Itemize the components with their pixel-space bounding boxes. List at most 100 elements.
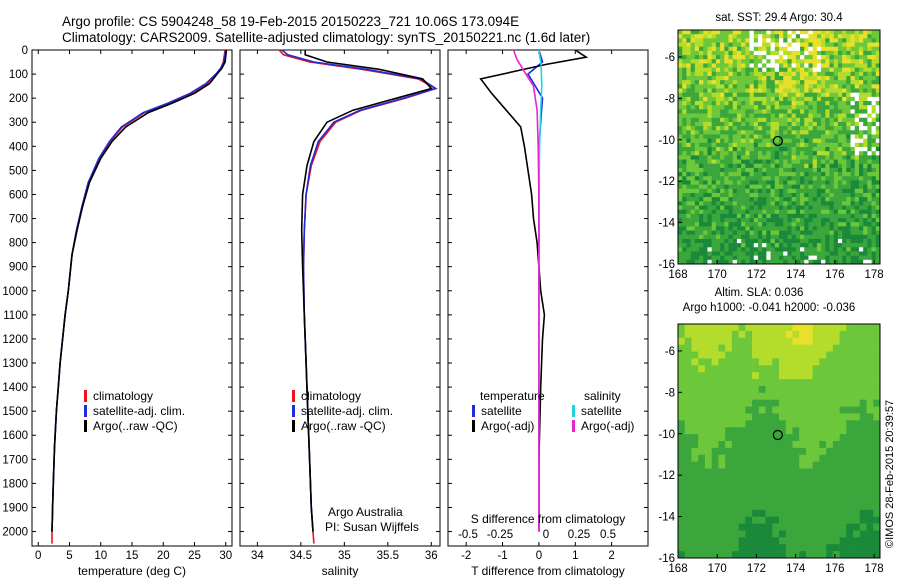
sst-cell (715, 184, 721, 190)
sst-cell (858, 67, 864, 73)
sst-cell (703, 247, 708, 252)
sst-cell (741, 50, 746, 56)
sst-cell (783, 59, 788, 64)
map-frame (677, 29, 881, 265)
sst-cell (682, 105, 687, 110)
sst-cell (745, 230, 750, 236)
sst-cell (791, 163, 797, 169)
sla-cell (698, 324, 706, 332)
sst-cell (808, 92, 813, 98)
sst-cell (833, 121, 839, 127)
sla-cell (691, 324, 699, 332)
sla-cell (731, 544, 739, 552)
sst-cell (842, 59, 847, 64)
sla-cell (738, 447, 746, 456)
sst-cell (766, 134, 771, 139)
sst-cell (728, 247, 734, 252)
sst-cell (854, 147, 860, 152)
sst-cell (816, 121, 822, 127)
sst-cell (694, 121, 700, 127)
top-tick-label: -0.5 (458, 529, 478, 541)
sla-cell (731, 489, 739, 497)
sst-cell (745, 172, 750, 177)
sst-cell (694, 238, 700, 244)
sst-cell (808, 138, 813, 144)
sst-cell (846, 180, 851, 185)
sst-cell (871, 80, 877, 85)
sla-cell (839, 516, 847, 524)
sst-cell (812, 134, 818, 139)
sst-cell (745, 34, 750, 39)
sla-cell (725, 392, 733, 400)
sla-cell (691, 502, 699, 511)
sst-cell (871, 213, 877, 219)
sla-cell (731, 372, 739, 380)
sst-cell (779, 151, 784, 156)
sst-cell (703, 84, 708, 89)
sst-cell (816, 63, 822, 68)
sla-cell (684, 420, 692, 428)
sst-cell (787, 96, 792, 102)
sla-cell (819, 365, 827, 373)
sst-cell (812, 222, 818, 227)
sst-cell (863, 96, 868, 102)
sst-cell (707, 71, 712, 77)
sst-cell (871, 38, 877, 43)
sst-cell (854, 151, 860, 156)
sst-cell (808, 130, 813, 135)
sla-cell (799, 454, 807, 462)
sst-cell (850, 188, 856, 194)
sst-cell (850, 238, 856, 244)
sla-cell (779, 441, 787, 449)
sst-cell (757, 151, 763, 156)
sst-cell (682, 34, 687, 39)
sst-cell (816, 205, 822, 210)
sla-cell (866, 358, 874, 366)
sst-cell (842, 92, 847, 98)
sla-cell (678, 365, 686, 373)
sst-cell (850, 163, 856, 169)
sst-cell (867, 218, 872, 223)
sla-cell (678, 344, 686, 352)
sst-cell (804, 147, 809, 152)
sla-cell (832, 502, 840, 511)
sst-cell (812, 172, 818, 177)
sst-cell (724, 172, 729, 177)
sst-cell (720, 255, 725, 261)
sla-cell (859, 516, 867, 524)
sla-cell (752, 427, 760, 435)
sst-cell (745, 42, 750, 48)
sst-cell (678, 167, 683, 173)
sla-cell (731, 392, 739, 400)
sst-cell (812, 226, 818, 231)
sst-cell (762, 101, 767, 106)
sst-cell (833, 113, 839, 119)
sla-cell (738, 468, 746, 476)
sst-cell (690, 80, 696, 85)
sst-cell (686, 84, 691, 89)
sst-cell (846, 38, 851, 43)
sst-cell (791, 205, 797, 210)
sst-cell (800, 155, 805, 160)
sst-cell (808, 59, 813, 64)
sla-cell (819, 344, 827, 352)
sla-cell (678, 358, 686, 366)
map-x-tick-label: 176 (825, 269, 844, 281)
sst-cell (829, 243, 835, 248)
sla-cell (752, 530, 760, 538)
sst-cell (850, 192, 856, 198)
sst-cell (854, 80, 860, 85)
sst-cell (812, 84, 818, 89)
sst-cell (779, 255, 784, 261)
map-x-tick-label: 168 (668, 563, 687, 575)
sst-cell (732, 142, 738, 148)
sst-cell (770, 259, 776, 265)
sst-cell (787, 151, 792, 156)
sst-cell (783, 155, 788, 160)
sst-cell (833, 159, 839, 165)
sst-cell (707, 167, 712, 173)
sst-cell (833, 251, 839, 256)
sst-cell (858, 121, 864, 127)
sst-cell (749, 247, 755, 252)
sst-cell (875, 126, 881, 131)
